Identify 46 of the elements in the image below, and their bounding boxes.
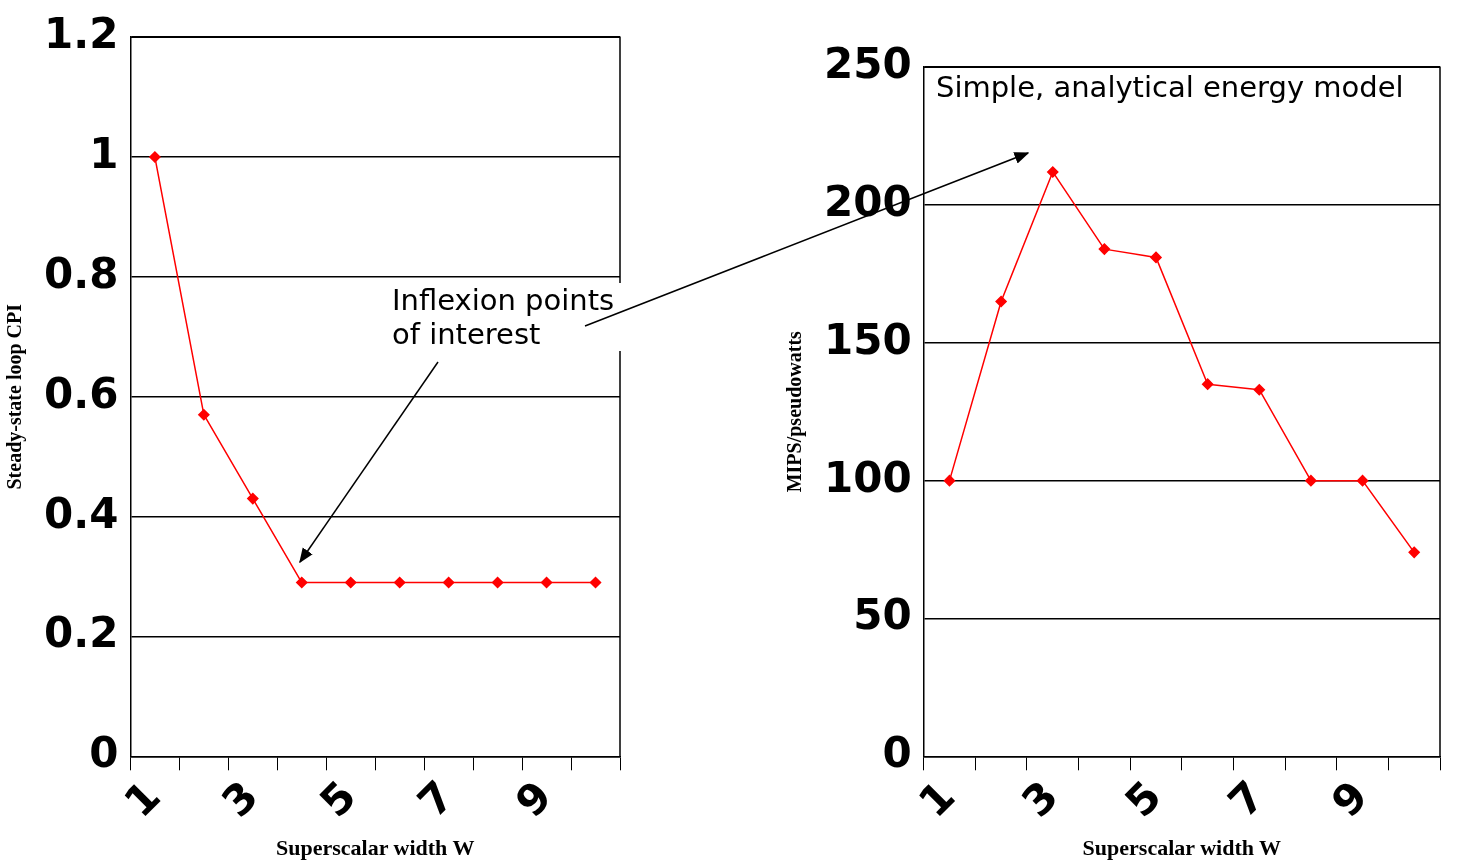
y-tick-label: 150 <box>824 314 912 364</box>
y-tick-label: 1.2 <box>44 9 119 59</box>
y-tick-label: 1 <box>89 128 119 178</box>
point <box>393 576 406 589</box>
point <box>247 492 259 505</box>
y-axis-title: MIPS/pseudowatts <box>783 330 807 493</box>
point <box>491 576 504 589</box>
x-tick-label: 7 <box>1218 771 1275 827</box>
point <box>540 576 553 589</box>
annotation: Simple, analytical energy model <box>936 70 1405 104</box>
point <box>296 576 308 589</box>
point <box>943 474 956 487</box>
point <box>1098 243 1111 255</box>
y-tick-label: 50 <box>853 590 912 640</box>
point <box>589 576 602 589</box>
point <box>198 408 210 421</box>
annotation: Inflexion points of interest <box>392 283 622 351</box>
y-tick-label: 0.2 <box>44 608 119 658</box>
point <box>1150 251 1162 264</box>
point <box>442 576 455 589</box>
x-tick-label: 3 <box>1012 771 1068 827</box>
x-tick-label: 7 <box>408 771 464 827</box>
point <box>1201 378 1214 390</box>
y-tick-label: 0.8 <box>44 248 119 298</box>
x-tick-label: 5 <box>1115 771 1171 827</box>
point <box>344 576 357 589</box>
point <box>1047 166 1059 178</box>
y-tick-label: 0.4 <box>44 488 119 538</box>
y-tick-label: 0.6 <box>44 368 119 418</box>
y-tick-label: 250 <box>824 39 912 89</box>
x-axis-title: Superscalar width W <box>1082 835 1282 861</box>
point <box>1305 474 1317 487</box>
y-tick-label: 100 <box>824 452 912 502</box>
x-tick-label: 9 <box>1322 771 1378 827</box>
y-tick-label: 200 <box>824 176 912 226</box>
y-tick-label: 0 <box>89 728 119 778</box>
x-tick-label: 3 <box>212 771 268 827</box>
point <box>1253 383 1266 396</box>
x-axis-title: Superscalar width W <box>275 835 475 861</box>
point <box>1408 546 1420 559</box>
x-tick-label: 9 <box>506 771 562 827</box>
point <box>1356 474 1369 487</box>
y-axis-title: Steady-state loop CPI <box>3 303 27 490</box>
point <box>995 295 1007 308</box>
point <box>149 151 161 163</box>
x-tick-label: 5 <box>310 771 366 827</box>
